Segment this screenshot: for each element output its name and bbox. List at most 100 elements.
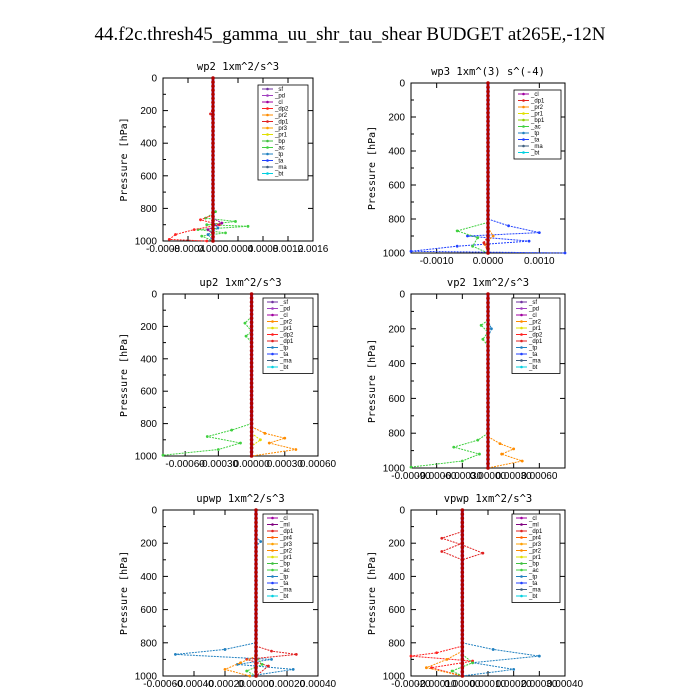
legend-marker [271,300,274,304]
y-tick-label: 400 [388,572,405,583]
y-tick-label: 600 [388,394,405,405]
series-point_dp2 [199,218,202,222]
legend-marker [522,112,525,115]
zero-profile-point [211,190,215,194]
zero-profile-point [486,136,490,141]
y-tick-label: 600 [140,387,157,398]
series-point_dp1 [482,241,486,245]
y-tick-label: 0 [399,79,405,90]
series-point_pr1 [259,438,262,442]
series-point_ac [214,210,217,214]
legend-marker [271,313,274,317]
zero-profile-point [249,429,254,434]
y-tick-label: 1000 [383,464,406,475]
y-axis-label: Pressure [hPa] [367,126,378,210]
zero-profile-point [460,620,465,624]
zero-profile-point [211,198,215,203]
zero-profile-point [249,336,254,341]
zero-profile-point [211,235,215,239]
series-point_tp [512,667,516,671]
zero-profile-point [460,661,465,666]
zero-profile-point [486,191,490,196]
zero-profile-point [249,413,254,418]
legend-marker [271,326,274,330]
legend-label: _pr1 [279,326,293,332]
zero-profile-point [486,435,490,440]
zero-profile-point [211,88,215,93]
legend-marker [271,523,274,526]
legend-label: _ta [530,138,540,144]
zero-profile-point [486,110,490,115]
y-tick-label: 200 [388,539,405,550]
zero-profile-point [249,373,254,377]
legend-label: _ml [279,523,290,529]
series-line_ac [162,423,252,456]
legend-label: _dp1 [274,120,289,126]
zero-profile-point [486,166,490,170]
zero-profile-point [486,93,490,98]
legend-marker [520,562,523,565]
zero-profile-point [254,545,258,550]
zero-profile-point [254,661,258,666]
zero-profile-point [254,628,258,633]
zero-profile-point [486,370,490,375]
zero-profile-point [249,409,254,414]
legend-marker [271,588,274,591]
zero-profile-point [486,123,490,128]
legend-marker [271,562,274,565]
zero-profile-point [486,225,490,230]
series-point_pr2 [425,666,428,670]
zero-profile-point [486,466,490,470]
zero-profile-point [249,292,254,296]
series-point_dp1 [294,653,298,656]
y-tick-label: 600 [140,171,157,182]
series-point_ac [200,234,204,238]
zero-profile-point [460,645,465,649]
legend-label: _bt [528,594,538,600]
zero-profile-point [460,641,465,645]
zero-profile-point [211,239,215,243]
series-point_ta [527,239,531,243]
legend-marker [271,365,274,369]
zero-profile-point [211,129,215,133]
zero-profile-point [460,632,465,637]
y-tick-label: 400 [140,354,157,365]
y-tick-label: 1000 [383,249,406,260]
series-point_ta [455,244,459,248]
zero-profile-point [254,582,258,587]
y-tick-label: 200 [140,106,157,117]
zero-profile-point [211,104,215,109]
zero-profile-point [486,238,490,243]
zero-profile-point [211,141,215,145]
zero-profile-point [486,161,490,166]
x-tick-label: 0.00000 [233,459,270,470]
legend-marker [520,359,523,362]
x-tick-label: -0.00020 [205,679,245,690]
panel-title: up2 1xm^2/s^3 [199,277,281,289]
series-point_ac [460,459,464,463]
series-point_dp2 [430,666,433,670]
y-tick-label: 200 [388,113,405,124]
series-point_pr2 [520,459,524,463]
legend-label: _ta [279,581,289,587]
zero-profile-point [460,524,465,529]
legend-marker [271,352,274,356]
zero-profile-point [460,665,465,670]
y-tick-label: 800 [388,429,405,440]
zero-profile-point [486,318,490,322]
series-point_ac [478,452,481,456]
legend-box [513,89,562,160]
x-tick-label: 0.00060 [521,471,558,482]
zero-profile-point [254,558,258,562]
zero-profile-point [460,516,465,521]
zero-profile-point [211,165,215,170]
zero-profile-point [460,653,465,658]
zero-profile-point [211,96,215,101]
zero-profile-point [249,446,254,450]
panel-title: vp2 1xm^2/s^3 [447,277,529,289]
zero-profile-point [249,328,254,333]
zero-profile-point [486,234,490,238]
series-point_dp2 [435,651,439,655]
y-tick-label: 0 [399,506,405,517]
series-point_dp2 [174,233,177,236]
